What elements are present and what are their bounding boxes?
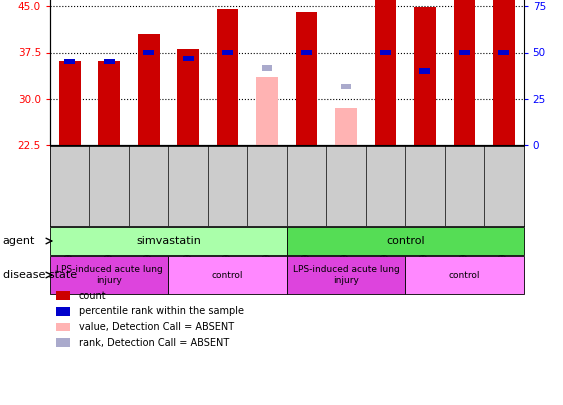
Bar — [56, 339, 70, 347]
Bar — [222, 50, 233, 55]
Bar — [335, 108, 357, 145]
Text: percentile rank within the sample: percentile rank within the sample — [79, 306, 244, 316]
Text: disease state: disease state — [3, 270, 77, 280]
Bar — [296, 13, 318, 145]
Bar — [177, 49, 199, 145]
Bar — [56, 323, 70, 331]
Bar — [50, 227, 287, 255]
Text: LPS-induced acute lung
injury: LPS-induced acute lung injury — [56, 265, 163, 285]
Bar — [99, 60, 120, 145]
Bar — [183, 56, 194, 61]
Text: control: control — [449, 271, 480, 279]
Text: value, Detection Call = ABSENT: value, Detection Call = ABSENT — [79, 322, 234, 332]
Bar — [287, 227, 524, 255]
Bar — [59, 60, 81, 145]
Bar — [104, 59, 115, 64]
Bar — [493, 0, 515, 145]
Bar — [64, 59, 75, 64]
Bar — [341, 84, 351, 89]
Text: control: control — [212, 271, 243, 279]
Bar — [256, 77, 278, 145]
Bar — [138, 34, 159, 145]
Bar — [56, 307, 70, 315]
Bar — [50, 256, 168, 294]
Bar — [374, 0, 396, 145]
Bar — [498, 50, 510, 55]
Bar — [287, 256, 405, 294]
Bar — [217, 9, 239, 145]
Text: control: control — [386, 236, 425, 246]
Bar — [405, 256, 524, 294]
Text: simvastatin: simvastatin — [136, 236, 201, 246]
Bar — [419, 68, 430, 74]
Bar — [459, 50, 470, 55]
Bar — [454, 0, 475, 145]
Bar — [168, 256, 287, 294]
Bar — [262, 65, 272, 70]
Text: LPS-induced acute lung
injury: LPS-induced acute lung injury — [293, 265, 399, 285]
Bar — [414, 7, 436, 145]
Text: count: count — [79, 291, 106, 301]
Bar — [56, 291, 70, 300]
Text: rank, Detection Call = ABSENT: rank, Detection Call = ABSENT — [79, 338, 229, 347]
Bar — [380, 50, 391, 55]
Text: agent: agent — [3, 236, 35, 246]
Bar — [301, 50, 312, 55]
Bar — [143, 50, 154, 55]
